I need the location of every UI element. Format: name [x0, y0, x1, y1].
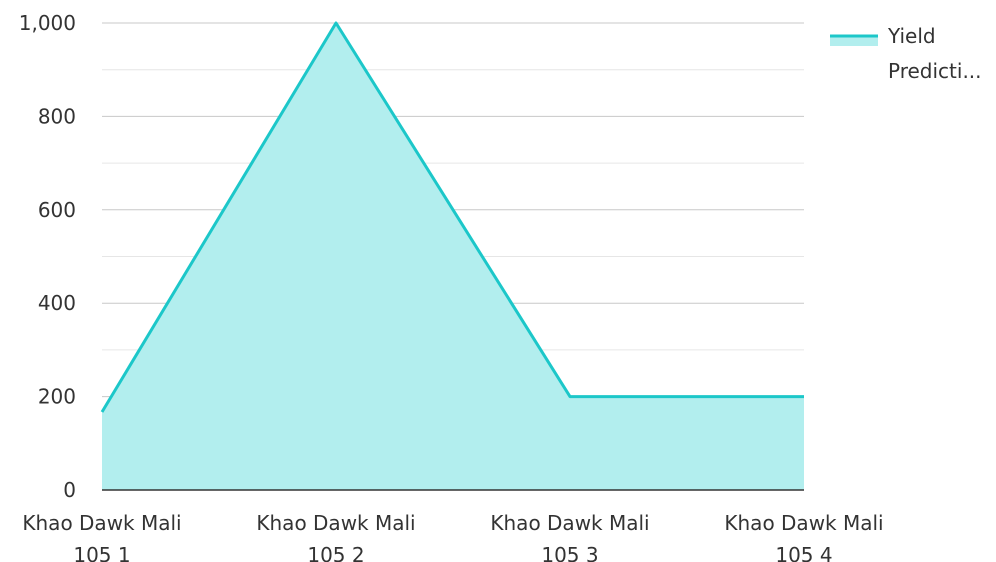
legend-label-line-1: Yield — [887, 24, 936, 48]
x-tick-label: Khao Dawk Mali — [724, 511, 883, 535]
data-point[interactable] — [567, 394, 573, 400]
legend-swatch-fill — [830, 36, 878, 46]
x-tick-label: Khao Dawk Mali — [490, 511, 649, 535]
y-axis-ticks: 0 200 400 600 800 1,000 — [19, 11, 76, 502]
x-tick-label: 105 3 — [541, 543, 598, 562]
x-tick-label: Khao Dawk Mali — [256, 511, 415, 535]
x-tick-label: Khao Dawk Mali — [22, 511, 181, 535]
x-tick-label: 105 1 — [73, 543, 130, 562]
x-axis-labels: Khao Dawk Mali 105 1 Khao Dawk Mali 105 2 Kh… — [22, 511, 883, 562]
y-tick-label: 0 — [63, 478, 76, 502]
x-tick-label: 105 4 — [775, 543, 832, 562]
data-point[interactable] — [333, 20, 339, 26]
series-area-fill — [102, 23, 804, 490]
series-line — [100, 21, 804, 413]
legend[interactable]: Yield Predicti... — [830, 24, 982, 83]
y-tick-label: 1,000 — [19, 11, 76, 35]
y-tick-label: 400 — [38, 291, 76, 315]
y-tick-label: 200 — [38, 385, 76, 409]
data-point[interactable] — [99, 409, 105, 415]
legend-label-line-2: Predicti... — [888, 59, 982, 83]
y-tick-label: 800 — [38, 104, 76, 128]
y-tick-label: 600 — [38, 198, 76, 222]
data-point[interactable] — [801, 394, 807, 400]
x-tick-label: 105 2 — [307, 543, 364, 562]
